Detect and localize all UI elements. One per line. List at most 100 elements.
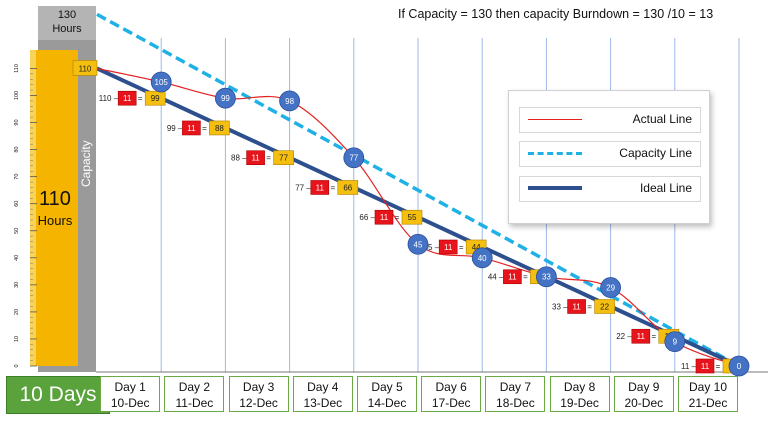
ideal-value-label: 66 <box>343 183 352 192</box>
equals-sign: = <box>395 213 400 222</box>
ideal-value-box <box>273 150 294 166</box>
burn-box-label: 11 <box>444 243 453 252</box>
day-date: 17-Dec <box>431 396 471 410</box>
y-tick-label: 0 <box>14 364 20 367</box>
actual-point <box>343 147 365 169</box>
legend-label-actual: Actual Line <box>632 112 692 126</box>
ideal-value-label: 77 <box>279 154 288 163</box>
actual-point <box>407 233 429 255</box>
day-name: Day 2 <box>178 380 211 394</box>
ideal-value-label: 88 <box>215 124 224 133</box>
capacity-top-value: 130 <box>57 9 77 21</box>
ideal-value-box <box>209 120 230 136</box>
day-name: Day 4 <box>307 380 339 394</box>
ideal-value-box <box>401 209 423 225</box>
burn-box-label: 11 <box>316 183 325 192</box>
start-value-box <box>72 60 98 76</box>
equals-sign: = <box>523 273 528 282</box>
hours-bar-edge <box>30 50 36 366</box>
burn-box-label: 11 <box>251 154 260 163</box>
equals-sign: = <box>651 332 656 341</box>
equals-sign: = <box>716 362 721 371</box>
ideal-value-label: 22 <box>600 302 609 311</box>
legend-item-ideal: Ideal Line <box>519 176 701 202</box>
capacity-line <box>96 12 740 368</box>
ideal-step-from: 11 – <box>681 362 697 371</box>
day-name: Day 9 <box>628 380 660 394</box>
equals-sign: = <box>266 154 271 163</box>
ideal-value-box <box>144 90 166 106</box>
start-value-label: 110 <box>79 64 92 73</box>
actual-point <box>600 277 621 298</box>
hours-bar <box>30 50 78 366</box>
y-tick-label: 70 <box>14 174 20 180</box>
burn-box <box>374 209 394 225</box>
actual-point <box>214 87 236 109</box>
equals-sign: = <box>138 94 143 103</box>
legend-item-capacity: Capacity Line <box>519 141 701 167</box>
ideal-step-from: 55 – <box>424 243 440 252</box>
y-tick-label: 80 <box>14 147 20 153</box>
hours-bar-label: 110 Hours <box>32 188 78 228</box>
day-name: Day 8 <box>563 380 596 394</box>
y-tick-label: 30 <box>14 282 20 288</box>
legend-label-capacity: Capacity Line <box>619 146 692 160</box>
equals-sign: = <box>459 243 464 252</box>
burn-box <box>631 328 651 344</box>
actual-point-label: 77 <box>349 154 358 163</box>
burn-box-label: 11 <box>123 94 132 103</box>
day-date: 14-Dec <box>367 396 407 410</box>
burn-box <box>117 90 137 106</box>
equals-sign: = <box>587 302 592 311</box>
ideal-step-from: 110 – <box>99 94 119 103</box>
burn-box-label: 11 <box>637 332 646 341</box>
actual-point-label: 105 <box>155 78 169 87</box>
capacity-label: Capacity <box>79 140 93 187</box>
hours-value: 110 <box>39 188 71 210</box>
day-name: Day 10 <box>688 380 728 394</box>
legend-item-actual: Actual Line <box>519 107 701 133</box>
day-label: Day 4 13-Dec <box>292 376 353 412</box>
burn-box-label: 11 <box>380 213 389 222</box>
capacity-bar-top <box>38 6 96 40</box>
day-label: Day 10 21-Dec <box>678 376 738 412</box>
burn-box <box>246 150 265 166</box>
day-date: 21-Dec <box>688 396 728 410</box>
actual-point <box>664 331 686 353</box>
ideal-value-box <box>594 299 615 314</box>
ideal-step-from: 66 – <box>359 213 375 222</box>
ideal-value-box <box>337 180 359 195</box>
day-name: Day 5 <box>371 380 403 394</box>
legend: Actual Line Capacity Line Ideal Line <box>508 90 710 224</box>
actual-point-label: 9 <box>673 338 678 347</box>
burn-box <box>310 180 330 195</box>
burn-box-label: 11 <box>701 362 710 371</box>
actual-point-label: 98 <box>285 97 294 106</box>
actual-point <box>279 90 301 112</box>
legend-swatch-ideal <box>528 186 582 190</box>
day-name: Day 6 <box>435 380 467 394</box>
burn-box <box>567 299 586 314</box>
y-tick-label: 90 <box>14 119 20 125</box>
ideal-step-from: 99 – <box>167 124 183 133</box>
burn-box <box>438 239 458 255</box>
actual-point-label: 99 <box>221 94 230 103</box>
day-date: 13-Dec <box>303 396 343 410</box>
day-date: 11-Dec <box>175 396 214 410</box>
burn-box <box>503 269 522 285</box>
actual-point <box>150 71 172 93</box>
day-label: Day 1 10-Dec <box>100 376 161 412</box>
y-tick-label: 10 <box>14 336 20 342</box>
days-count-label: 10 Days <box>6 376 110 414</box>
actual-point-label: 45 <box>414 240 423 249</box>
actual-point-label: 40 <box>478 254 487 263</box>
ideal-step-from: 33 – <box>552 302 568 311</box>
y-tick-label: 50 <box>14 228 20 234</box>
equals-sign: = <box>202 124 207 133</box>
legend-label-ideal: Ideal Line <box>639 181 692 195</box>
burn-box <box>695 358 715 374</box>
actual-point <box>536 266 557 288</box>
day-date: 18-Dec <box>496 396 535 410</box>
